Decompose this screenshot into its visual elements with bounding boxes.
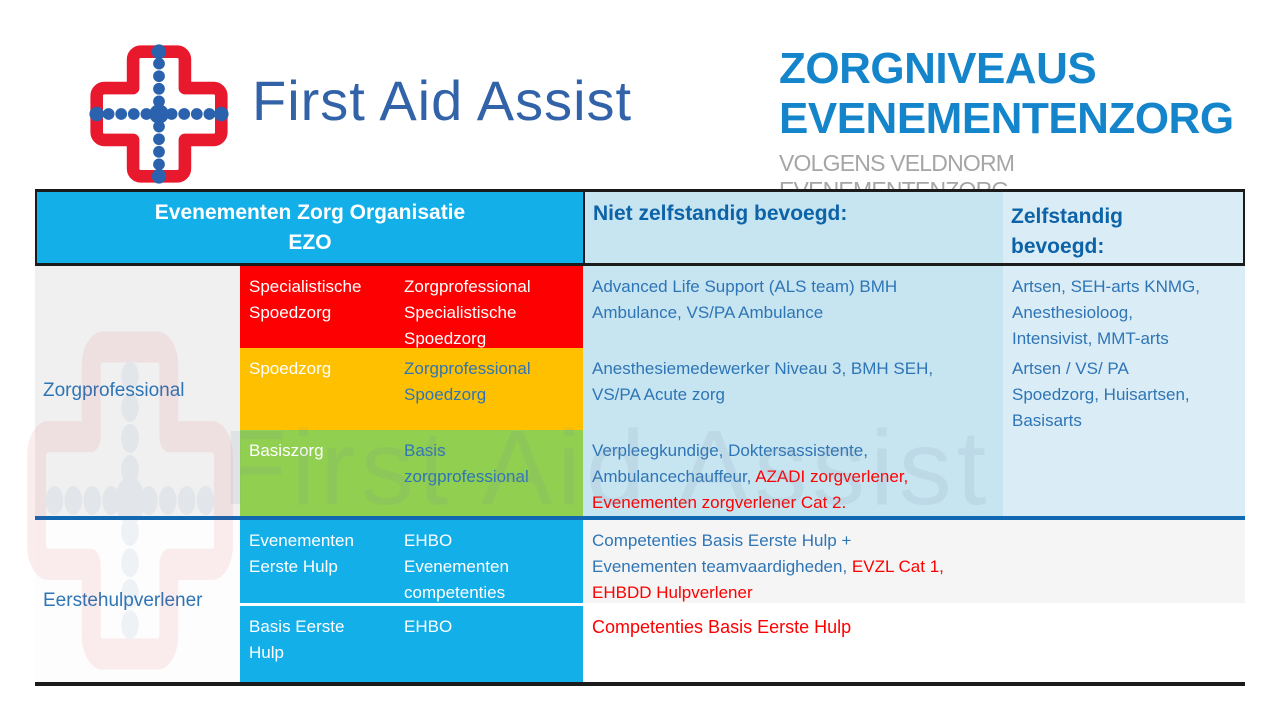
niet-bevoegd-text-red: EVZL Cat 1, EHBDD Hulpverlener: [592, 557, 944, 602]
group-label-text: Eerstehulpverlener: [43, 590, 203, 611]
cell-zelfstandig-bevoegd: Artsen / VS/ PA Spoedzorg, Huisartsen, B…: [1003, 348, 1245, 430]
niet-bevoegd-text: Verpleegkundige, Doktersassistente, Ambu…: [592, 441, 868, 486]
cell-functie: Zorgprofessional Specialistische Spoedzo…: [404, 277, 531, 348]
cell-zorgniveau: Basiszorg: [249, 441, 324, 460]
cell-zelfstandig-bevoegd-empty: [1003, 430, 1245, 516]
page-title-line2: EVENEMENTENZORG: [779, 94, 1234, 143]
cell-zelfstandig-bevoegd-empty: [1003, 520, 1245, 606]
page-title-block: ZORGNIVEAUS EVENEMENTENZORG VOLGENS VELD…: [779, 44, 1249, 204]
cell-functie: Zorgprofessional Spoedzorg: [404, 359, 531, 404]
zorgniveaus-table: Evenementen Zorg Organisatie EZO Niet ze…: [35, 189, 1245, 686]
cell-zorgniveau: Spoedzorg: [249, 359, 332, 378]
header-cell-ezo: Evenementen Zorg Organisatie EZO: [35, 189, 583, 266]
table-row-spoedzorg: Spoedzorg Zorgprofessional Spoedzorg: [240, 348, 583, 430]
cell-niet-bevoegd: Competenties Basis Eerste Hulp + Eveneme…: [583, 520, 1003, 606]
cell-zorgniveau: Specialistische Spoedzorg: [249, 277, 362, 322]
cell-niet-bevoegd: Anesthesiemedewerker Niveau 3, BMH SEH, …: [583, 348, 1003, 430]
cell-functie: Basis zorgprofessional: [404, 441, 529, 486]
group-label-text: Zorgprofessional: [43, 380, 185, 401]
cell-functie: EHBO Evenementen competenties: [404, 531, 509, 602]
niet-bevoegd-text: Anesthesiemedewerker Niveau 3, BMH SEH, …: [592, 359, 934, 404]
niet-bevoegd-text: Advanced Life Support (ALS team) BMH Amb…: [592, 277, 898, 322]
niet-bevoegd-text-red: AZADI zorgverlener, Evenementen zorgverl…: [592, 467, 909, 512]
niet-bevoegd-text-red: Competenties Basis Eerste Hulp: [592, 617, 852, 637]
header-cell-zelfstandig: Zelfstandig bevoegd:: [1003, 189, 1245, 266]
cell-zorgniveau: Evenementen Eerste Hulp: [249, 531, 354, 576]
cell-zelfstandig-bevoegd-empty: [1003, 606, 1245, 682]
cell-zelfstandig-bevoegd: Artsen, SEH-arts KNMG, Anesthesioloog, I…: [1003, 266, 1245, 348]
brand-logo-text: First Aid Assist: [252, 69, 633, 132]
table-row-basis-eerste-hulp: Basis Eerste Hulp EHBO: [240, 606, 583, 682]
group-label-zorgprofessional: Zorgprofessional: [35, 266, 240, 516]
cell-niet-bevoegd: Advanced Life Support (ALS team) BMH Amb…: [583, 266, 1003, 348]
table-row-basiszorg: Basiszorg Basis zorgprofessional: [240, 430, 583, 516]
niet-bevoegd-text: Competenties Basis Eerste Hulp + Eveneme…: [592, 531, 852, 576]
group-divider-line: [35, 516, 1245, 520]
header-cell-niet-zelfstandig: Niet zelfstandig bevoegd:: [583, 189, 1003, 266]
table-row-specialistische-spoedzorg: Specialistische Spoedzorg Zorgprofession…: [240, 266, 583, 348]
cell-functie: EHBO: [404, 617, 453, 636]
cell-niet-bevoegd: Competenties Basis Eerste Hulp: [583, 606, 1003, 682]
cell-niet-bevoegd: Verpleegkundige, Doktersassistente, Ambu…: [583, 430, 1003, 516]
table-bottom-border: [35, 682, 1245, 686]
cell-zorgniveau: Basis Eerste Hulp: [249, 617, 345, 662]
first-aid-cross-icon: [89, 44, 229, 184]
page-title-line1: ZORGNIVEAUS: [779, 44, 1097, 93]
table-row-evenementen-eerste-hulp: Evenementen Eerste Hulp EHBO Evenementen…: [240, 520, 583, 606]
group-label-eerstehulpverlener: Eerstehulpverlener: [35, 520, 240, 682]
